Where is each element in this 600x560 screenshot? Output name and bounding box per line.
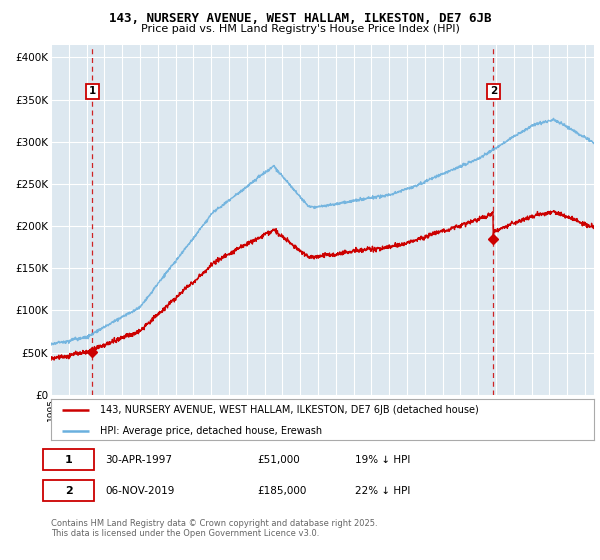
Text: 1: 1 [89,86,96,96]
Text: £185,000: £185,000 [257,486,307,496]
Text: 22% ↓ HPI: 22% ↓ HPI [355,486,410,496]
Text: £51,000: £51,000 [257,455,300,465]
Text: Price paid vs. HM Land Registry's House Price Index (HPI): Price paid vs. HM Land Registry's House … [140,24,460,34]
Text: 19% ↓ HPI: 19% ↓ HPI [355,455,410,465]
Text: This data is licensed under the Open Government Licence v3.0.: This data is licensed under the Open Gov… [51,529,319,538]
FancyBboxPatch shape [43,449,94,470]
Text: 1: 1 [65,455,73,465]
Text: 2: 2 [65,486,73,496]
Text: 30-APR-1997: 30-APR-1997 [106,455,172,465]
Text: HPI: Average price, detached house, Erewash: HPI: Average price, detached house, Erew… [100,426,322,436]
Text: 06-NOV-2019: 06-NOV-2019 [106,486,175,496]
Text: 143, NURSERY AVENUE, WEST HALLAM, ILKESTON, DE7 6JB: 143, NURSERY AVENUE, WEST HALLAM, ILKEST… [109,12,491,25]
Text: 143, NURSERY AVENUE, WEST HALLAM, ILKESTON, DE7 6JB (detached house): 143, NURSERY AVENUE, WEST HALLAM, ILKEST… [100,405,479,415]
Text: 2: 2 [490,86,497,96]
Text: Contains HM Land Registry data © Crown copyright and database right 2025.: Contains HM Land Registry data © Crown c… [51,520,377,529]
FancyBboxPatch shape [43,480,94,501]
